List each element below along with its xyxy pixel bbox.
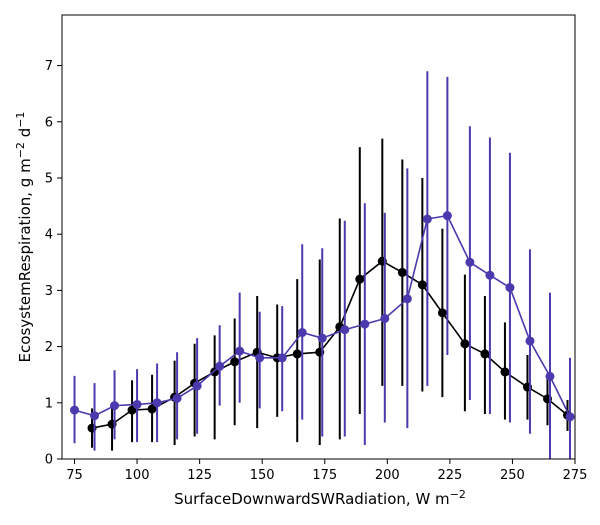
data-point <box>70 405 80 415</box>
data-point <box>525 336 535 346</box>
data-point <box>565 412 575 422</box>
data-point <box>380 313 390 323</box>
data-point <box>235 346 245 356</box>
data-point <box>147 404 157 414</box>
series-1 <box>87 138 572 451</box>
x-tick-label: 175 <box>312 468 337 483</box>
y-axis-label-unit: d <box>16 128 34 142</box>
y-tick-label: 0 <box>45 453 53 468</box>
x-tick-label: 250 <box>500 468 525 483</box>
y-axis-label: EcosystemRespiration, g m−2 d−1 <box>14 112 34 363</box>
data-point <box>402 294 412 304</box>
data-point <box>485 270 495 280</box>
y-axis-label-exponent-1: −2 <box>14 142 27 158</box>
data-point <box>360 319 370 329</box>
data-point <box>90 411 100 421</box>
data-point <box>437 308 447 318</box>
data-point <box>110 401 120 411</box>
data-point <box>297 328 307 338</box>
data-point <box>460 339 470 349</box>
data-point <box>215 361 225 371</box>
data-point <box>317 333 327 343</box>
data-point <box>192 381 202 391</box>
y-tick-label: 4 <box>45 228 53 243</box>
x-tick-label: 150 <box>250 468 275 483</box>
y-axis: 0 1 2 3 4 5 6 7 <box>45 59 62 468</box>
data-point <box>132 399 142 409</box>
data-point <box>505 283 515 293</box>
x-tick-label: 275 <box>563 468 588 483</box>
series-layer <box>70 71 575 459</box>
x-tick-label: 200 <box>375 468 400 483</box>
data-point <box>480 349 490 359</box>
y-tick-label: 1 <box>45 396 53 411</box>
y-tick-label: 3 <box>45 284 53 299</box>
x-tick-label: 100 <box>125 468 150 483</box>
data-point <box>277 353 287 363</box>
y-axis-label-exponent-2: −1 <box>14 112 27 128</box>
data-point <box>152 398 162 408</box>
y-tick-label: 5 <box>45 171 53 186</box>
data-point <box>465 257 475 267</box>
data-point <box>355 274 365 284</box>
data-point <box>172 393 182 403</box>
data-point <box>500 367 510 377</box>
data-point <box>397 267 407 277</box>
data-point <box>545 371 555 381</box>
data-point <box>255 353 265 363</box>
data-point <box>442 211 452 221</box>
x-axis-label: SurfaceDownwardSWRadiation, W m−2 <box>174 488 466 508</box>
series-2 <box>70 71 575 459</box>
y-tick-label: 6 <box>45 115 53 130</box>
y-tick-label: 7 <box>45 59 53 74</box>
plot-background <box>62 15 575 459</box>
plot-frame <box>61 14 576 460</box>
x-tick-label: 225 <box>437 468 462 483</box>
data-point <box>422 214 432 224</box>
x-axis: 75 100 125 150 175 200 225 250 275 <box>66 459 587 483</box>
data-point <box>340 325 350 335</box>
data-point <box>292 349 302 359</box>
data-point <box>417 280 427 290</box>
data-point <box>230 357 240 367</box>
y-tick-label: 2 <box>45 340 53 355</box>
x-tick-label: 125 <box>187 468 212 483</box>
x-axis-label-exponent: −2 <box>450 488 466 501</box>
x-tick-label: 75 <box>66 468 83 483</box>
